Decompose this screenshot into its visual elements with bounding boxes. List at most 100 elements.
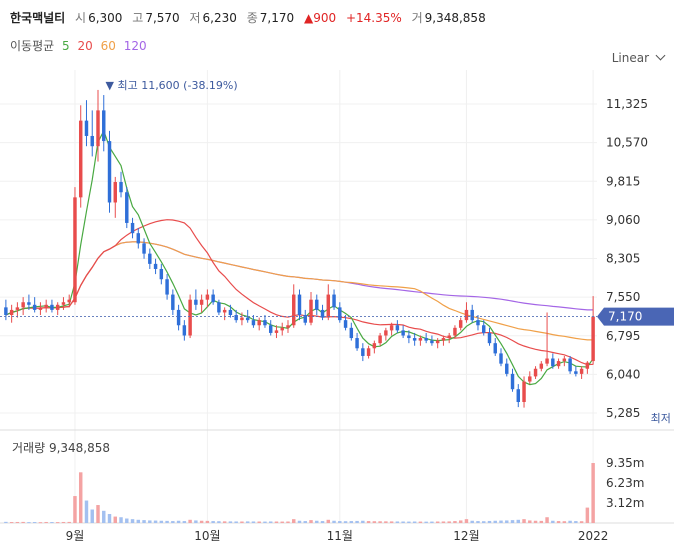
ma-120[interactable]: 120 <box>123 39 147 53</box>
price-tick-label: 11,325 <box>606 97 648 111</box>
candle-body <box>539 363 544 369</box>
candle-body <box>73 197 77 303</box>
volume-bar <box>343 521 348 523</box>
volume-bar <box>188 519 192 523</box>
candle-body <box>251 320 256 326</box>
volume-bar <box>505 520 509 523</box>
candle-body <box>361 348 365 356</box>
volume-bar <box>545 517 549 523</box>
candle-body <box>533 368 538 377</box>
volume-bar <box>499 520 503 523</box>
candle-body <box>21 302 25 308</box>
volume-bar <box>268 521 273 523</box>
candle-body <box>326 294 331 318</box>
candle-body <box>458 320 463 328</box>
candle-body <box>257 320 261 326</box>
candle-body <box>430 340 434 344</box>
candle-body <box>407 335 411 339</box>
volume-bar <box>73 496 77 523</box>
candle-body <box>96 110 100 147</box>
candle-body <box>545 358 549 364</box>
volume-bar <box>418 521 423 523</box>
volume-bar <box>401 521 405 523</box>
candle-body <box>280 327 284 331</box>
volume-bar <box>119 517 123 523</box>
volume-bar <box>366 521 371 523</box>
volume-bar <box>211 521 215 523</box>
candle-body <box>84 120 89 136</box>
low-value: 6,230 <box>202 11 237 25</box>
candle-body <box>487 332 492 344</box>
scale-dropdown[interactable]: Linear <box>612 50 666 65</box>
volume-bar <box>245 521 250 523</box>
ma-20[interactable]: 20 <box>77 39 93 53</box>
volume-bar <box>539 520 544 523</box>
volume-bar <box>67 521 71 523</box>
candle-body <box>165 279 169 295</box>
volume-bar <box>412 521 417 523</box>
volume-bar <box>274 521 279 523</box>
x-tick-label: 2022 <box>578 529 609 543</box>
volume-bar <box>562 521 567 523</box>
candle-body <box>27 302 31 305</box>
candle-body <box>510 373 515 390</box>
volume-bar <box>384 521 388 523</box>
candle-body <box>32 304 37 310</box>
candle-body <box>199 299 204 305</box>
candle-body <box>268 325 273 333</box>
volume-bar <box>585 507 590 523</box>
volume-title: 거래량 <box>12 441 46 455</box>
candle-body <box>424 338 428 341</box>
candle-body <box>205 294 210 300</box>
volume-bar <box>199 520 204 523</box>
volume-bar <box>320 521 325 523</box>
volume-bar <box>263 521 267 523</box>
volume-bar <box>102 510 106 523</box>
volume-bar <box>286 521 290 523</box>
candle-body <box>222 309 227 313</box>
candle-body <box>516 389 521 403</box>
change-value: ▲900 <box>303 11 337 25</box>
candle-body <box>315 299 319 310</box>
candle-body <box>505 363 509 374</box>
price-tick-label: 9,815 <box>606 174 640 188</box>
volume-bar <box>453 521 457 523</box>
volume-bar <box>107 514 112 523</box>
volume-bar <box>222 521 227 523</box>
volume-bar <box>407 521 411 523</box>
candle-body <box>418 338 423 341</box>
price-tick-label: 9,060 <box>606 213 640 227</box>
candle-body <box>591 316 595 362</box>
candle-body <box>585 362 590 369</box>
volume-bar <box>153 520 158 523</box>
ma-60[interactable]: 60 <box>100 39 116 53</box>
volume-bar <box>240 521 244 523</box>
candle-body <box>119 182 123 193</box>
ma-5[interactable]: 5 <box>62 39 70 53</box>
close-label: 종 <box>246 11 258 25</box>
candle-body <box>125 192 129 223</box>
volume-bar <box>487 520 492 523</box>
volume-bar <box>292 519 296 523</box>
price-tick-label: 6,040 <box>606 367 640 381</box>
candle-body <box>102 110 106 142</box>
candle-body <box>286 325 290 328</box>
candle-body <box>435 340 440 344</box>
volume-bar <box>493 520 497 523</box>
volume-bar <box>516 519 521 523</box>
volume-bar <box>217 521 221 523</box>
candle-body <box>303 315 307 323</box>
candle-body <box>401 330 405 336</box>
candle-body <box>263 320 267 326</box>
candle-body <box>130 222 135 234</box>
candle-body <box>332 294 336 308</box>
price-tick-label: 10,570 <box>606 136 648 150</box>
volume-bar <box>476 521 480 523</box>
volume-bar <box>130 519 135 523</box>
candle-body <box>447 335 451 339</box>
candle-body <box>55 304 60 310</box>
volume-bar <box>9 522 14 524</box>
current-price-tag <box>597 307 674 326</box>
volume-bar <box>395 521 400 523</box>
